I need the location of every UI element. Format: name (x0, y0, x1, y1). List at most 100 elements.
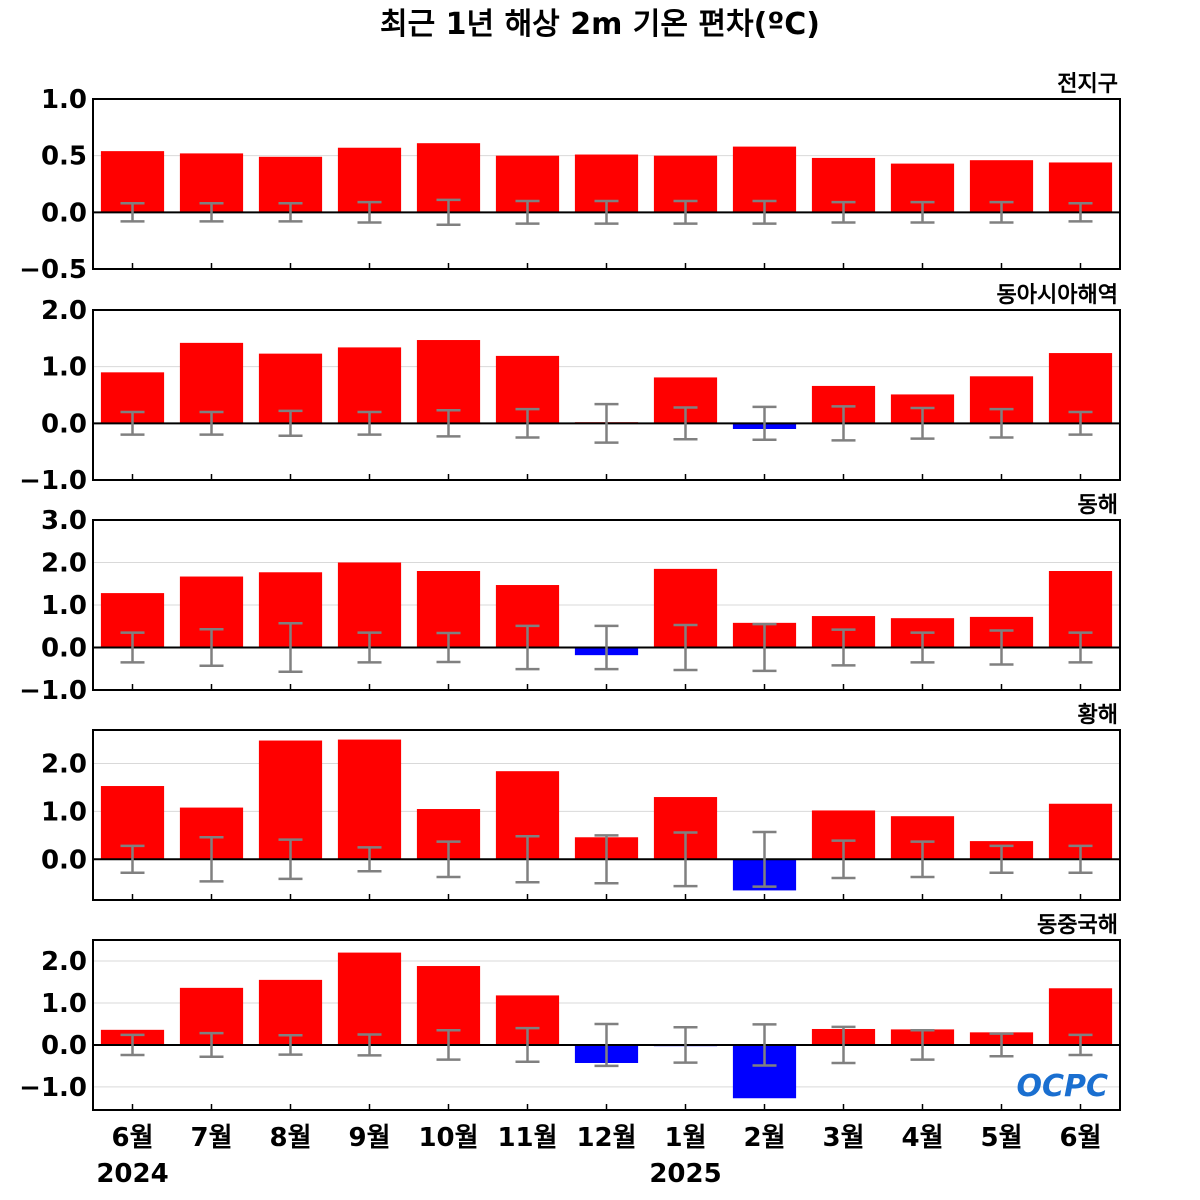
error-bar (594, 199, 619, 225)
x-tick-label: 8월 (269, 1123, 311, 1153)
error-bar (989, 629, 1014, 666)
y-tick-label: 1.0 (41, 85, 87, 115)
error-bar (278, 409, 303, 438)
error-bar (1068, 202, 1093, 223)
error-bar (515, 1026, 540, 1063)
error-bar (673, 199, 698, 225)
error-bar (436, 631, 461, 664)
y-tick-label: 0.0 (41, 198, 87, 228)
error-bar (199, 836, 224, 883)
bar (337, 347, 402, 424)
panel-title: 동해 (1078, 493, 1118, 518)
x-tick-label: 3월 (822, 1123, 864, 1153)
x-tick-label: 4월 (901, 1123, 943, 1153)
y-tick-label: 3.0 (41, 506, 87, 536)
error-bar (910, 631, 935, 664)
panel-title: 전지구 (1057, 72, 1118, 97)
error-bar (515, 199, 540, 225)
panel-title: 동중국해 (1037, 913, 1118, 938)
y-tick-label: 2.0 (41, 296, 87, 326)
x-tick-label: 11월 (497, 1123, 557, 1153)
error-bar (752, 830, 777, 888)
panel-5: 동중국해 2.0 1.0 0.0 −1.0 (19, 913, 1121, 1111)
x-tick-label: 9월 (348, 1123, 390, 1153)
y-tick-label: −1.0 (19, 676, 87, 706)
bar (337, 952, 402, 1045)
panel-title: 동아시아해역 (997, 283, 1118, 308)
bar (179, 342, 244, 424)
year-label: 2024 (96, 1159, 168, 1189)
error-bar (831, 839, 856, 880)
error-bar (1068, 1033, 1093, 1057)
x-tick-label: 5월 (980, 1123, 1022, 1153)
error-bar (278, 622, 303, 673)
error-bar (357, 200, 382, 224)
y-tick-label: 0.0 (41, 845, 87, 875)
x-tick-label: 1월 (664, 1123, 706, 1153)
error-bar (673, 406, 698, 441)
x-tick-label: 6월 (111, 1123, 153, 1153)
chart-panels: 전지구 1.0 0.5 0.0 −0.5 동아시아해역 2.0 1.0 0.0 −1.0 동해 3.0… (19, 72, 1121, 1111)
error-bar (120, 844, 145, 874)
error-bar (989, 407, 1014, 439)
error-bar (120, 631, 145, 664)
y-tick-label: −1.0 (19, 1073, 87, 1103)
x-axis-labels: 6월 7월 8월 9월 10월 11월 12월 1월 2월 3월 4월 5월 6월 2024 2025 (96, 1123, 1101, 1189)
error-bar (357, 631, 382, 664)
error-bar (910, 1028, 935, 1061)
x-tick-label: 10월 (418, 1123, 478, 1153)
error-bar (831, 1025, 856, 1065)
panel-frame (92, 309, 1121, 481)
error-bar (1068, 631, 1093, 664)
error-bar (199, 410, 224, 436)
error-bar (831, 628, 856, 667)
y-tick-label: 0.0 (41, 409, 87, 439)
y-tick-label: 1.0 (41, 353, 87, 383)
error-bar (989, 844, 1014, 874)
y-tick-label: 0.5 (41, 142, 87, 172)
error-bar (594, 1022, 619, 1068)
x-tick-label: 7월 (190, 1123, 232, 1153)
y-tick-label: 0.0 (41, 1031, 87, 1061)
y-tick-label: 0.0 (41, 634, 87, 664)
y-tick-label: 1.0 (41, 797, 87, 827)
error-bar (436, 409, 461, 438)
y-tick-label: 2.0 (41, 549, 87, 579)
error-bar (752, 405, 777, 442)
error-bar (910, 406, 935, 440)
error-bar (752, 199, 777, 225)
x-tick-label: 12월 (576, 1123, 636, 1153)
error-bar (436, 1028, 461, 1061)
error-bar (515, 407, 540, 439)
panel-frame (92, 98, 1121, 270)
error-bar (515, 835, 540, 884)
y-tick-label: 1.0 (41, 591, 87, 621)
panel-frame (92, 519, 1121, 691)
error-bar (752, 622, 777, 673)
error-bar (989, 1032, 1014, 1058)
error-bar (436, 840, 461, 879)
y-tick-label: 2.0 (41, 947, 87, 977)
error-bar (436, 198, 461, 227)
error-bar (752, 1023, 777, 1067)
panel-title: 황해 (1078, 703, 1118, 728)
error-bar (673, 831, 698, 888)
error-bar (199, 202, 224, 223)
y-tick-label: 1.0 (41, 989, 87, 1019)
x-tick-label: 6월 (1059, 1123, 1101, 1153)
panel-4: 황해 2.0 1.0 0.0 (41, 703, 1121, 901)
error-bar (1068, 844, 1093, 874)
y-tick-label: 2.0 (41, 750, 87, 780)
error-bar (199, 1031, 224, 1058)
y-tick-label: −1.0 (19, 466, 87, 496)
error-bar (120, 410, 145, 436)
error-bar (910, 840, 935, 879)
panel-frame (92, 939, 1121, 1111)
error-bar (831, 405, 856, 442)
error-bar (989, 200, 1014, 224)
error-bar (831, 200, 856, 224)
error-bar (594, 624, 619, 671)
error-bar (278, 1034, 303, 1056)
ocpc-logo: OCPC (1016, 1069, 1108, 1104)
